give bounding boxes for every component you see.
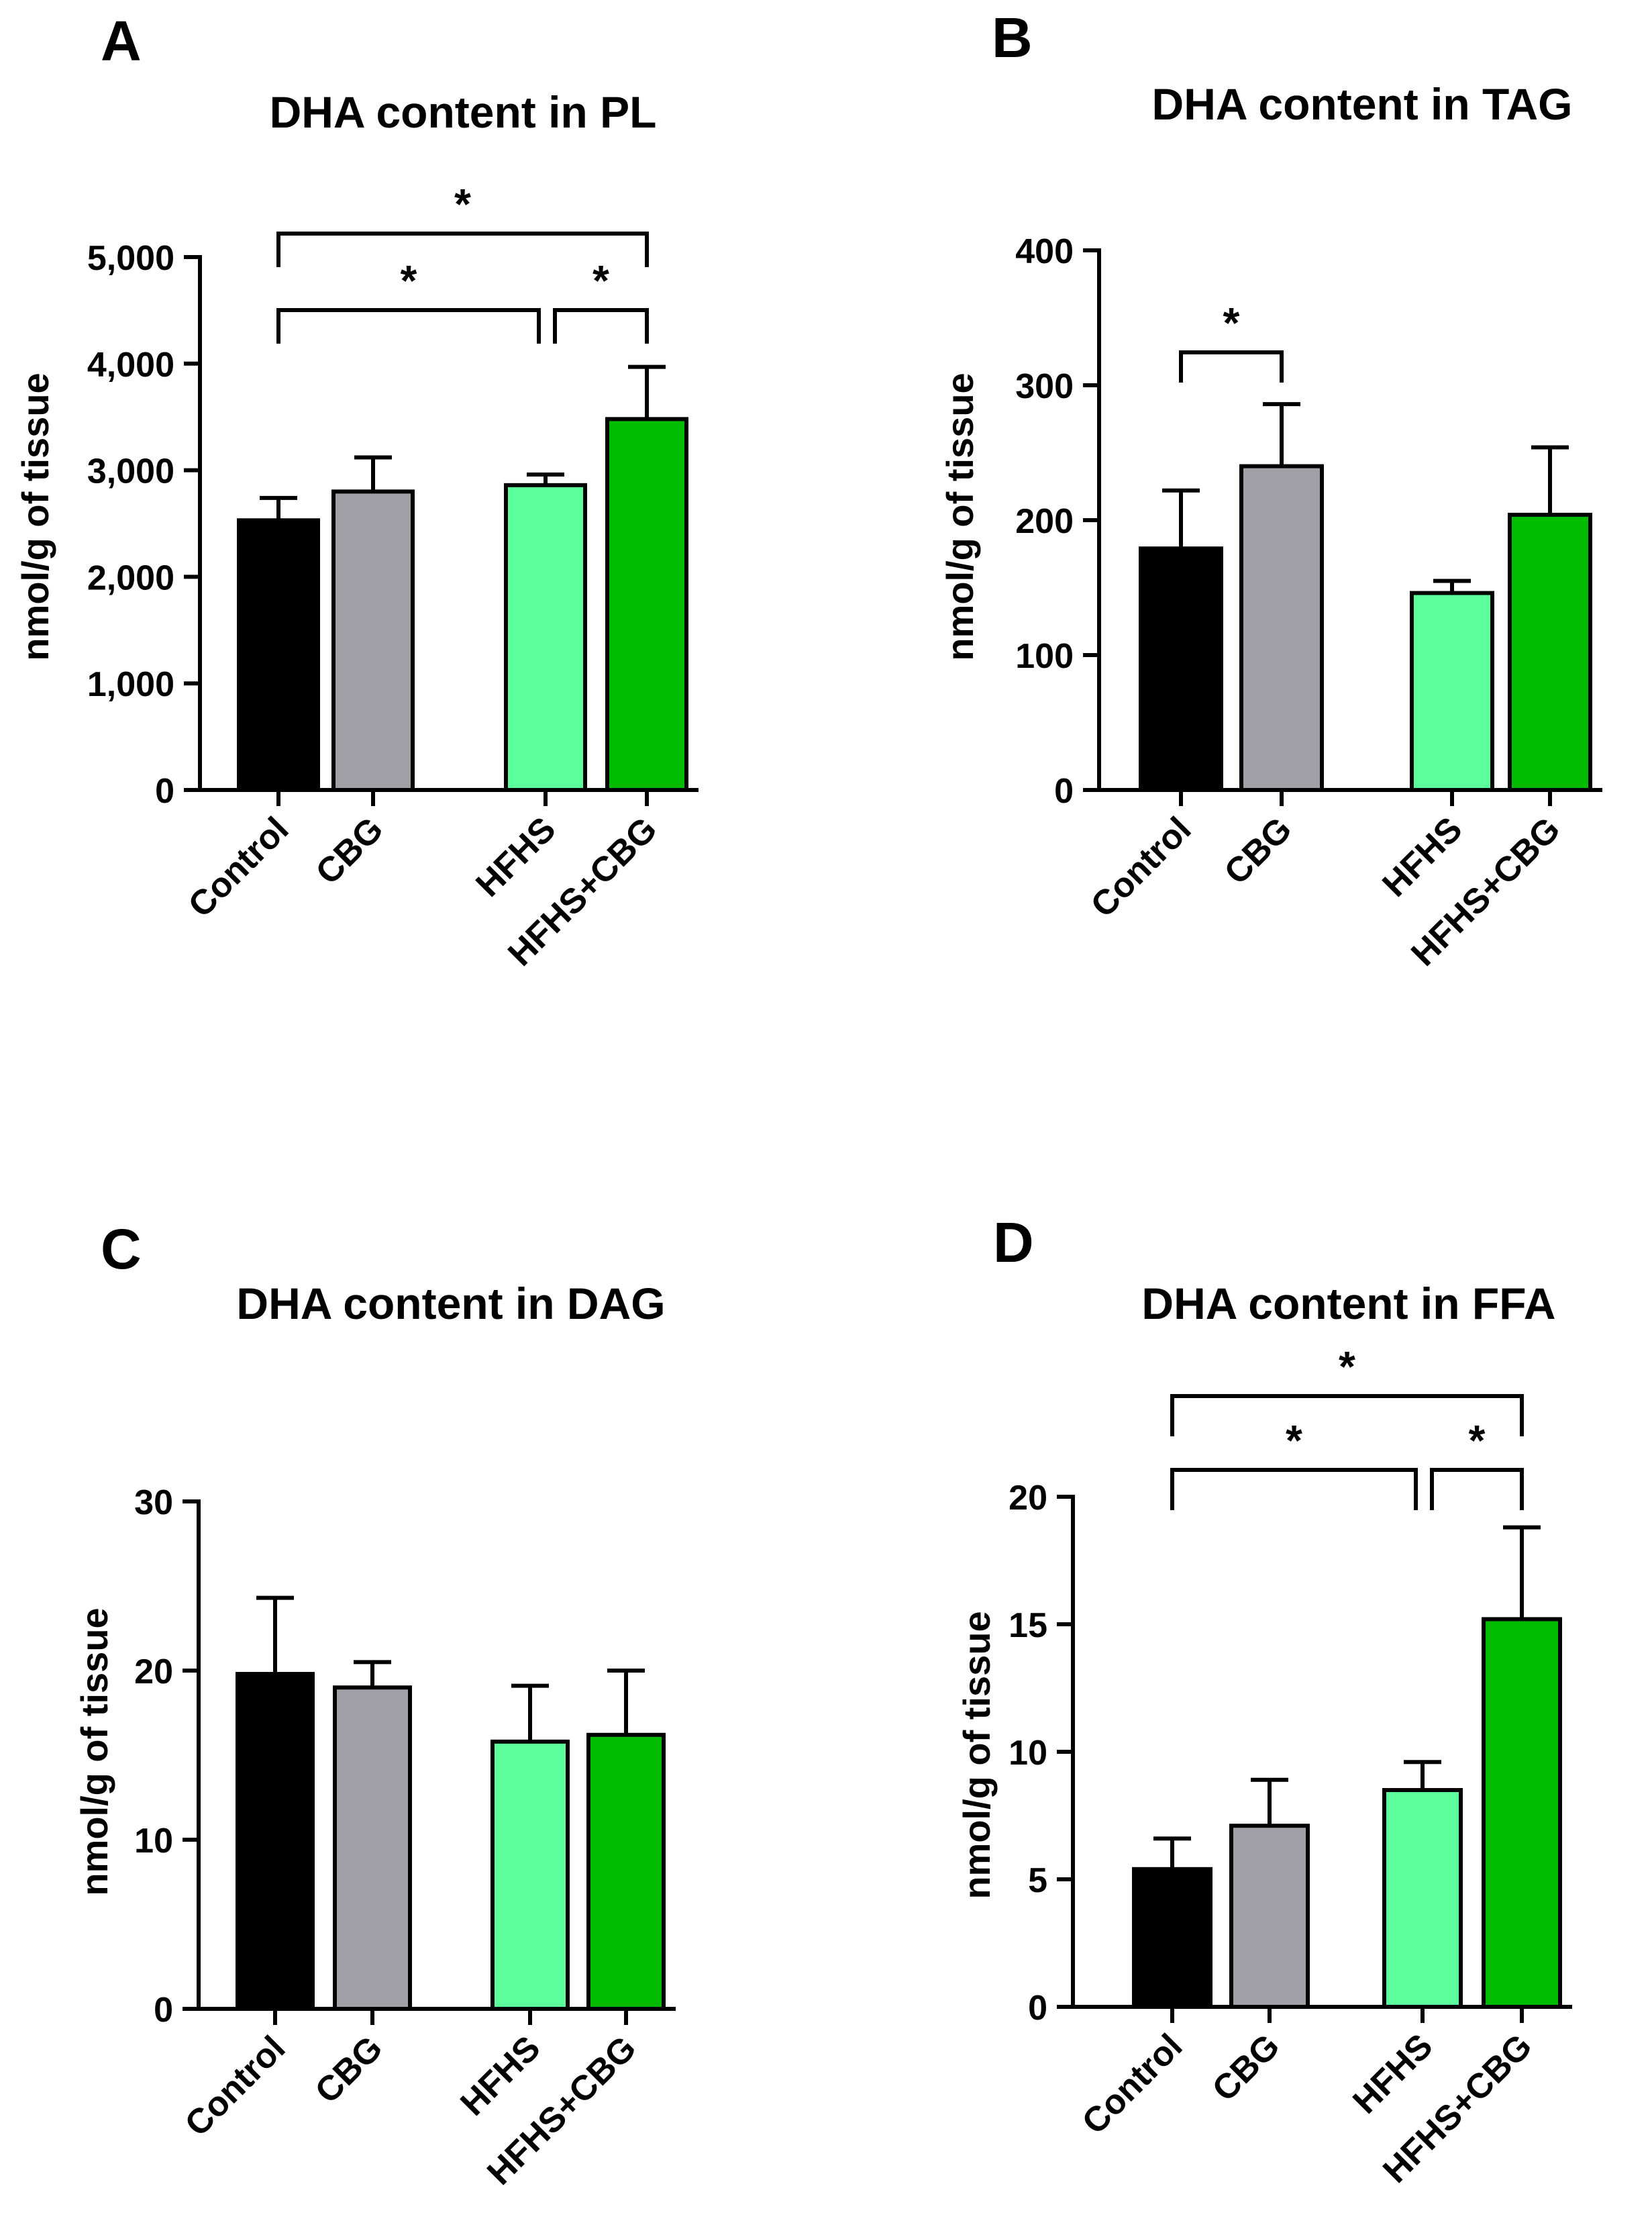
x-tick-label-d-3: HFHS — [1345, 2026, 1440, 2121]
bar-a-3 — [504, 483, 587, 792]
chart-title-d: DHA content in FFA — [1141, 1279, 1555, 1328]
y-tick-label-d-4: 20 — [1009, 1479, 1047, 1518]
y-tick-label-c-3: 30 — [134, 1483, 173, 1522]
y-tick-label-a-4: 4,000 — [87, 346, 174, 385]
y-tick-label-b-4: 400 — [1015, 232, 1074, 271]
y-tick-label-a-1: 1,000 — [87, 665, 174, 704]
y-axis-label-c: nmol/g of tissue — [73, 1607, 115, 1895]
y-tick-label-d-0: 0 — [1028, 1989, 1047, 2028]
x-tick-label-d-2: CBG — [1205, 2026, 1288, 2109]
bar-d-1 — [1132, 1867, 1212, 2010]
bar-d-3 — [1382, 1788, 1463, 2009]
x-tick-label-d-1: Control — [1075, 2026, 1190, 2142]
bar-b-2 — [1239, 464, 1324, 792]
significance-star-b-1: * — [1223, 299, 1240, 347]
bar-d-4 — [1482, 1617, 1562, 2009]
plot-area-a: 0 1,000 2,000 3,000 4,000 5,000 Control CBG HFHS… — [87, 180, 699, 974]
significance-bracket-a-2 — [553, 308, 649, 344]
y-axis-label-b: nmol/g of tissue — [939, 373, 981, 660]
significance-bracket-b-1 — [1179, 350, 1284, 383]
y-axis-label-a: nmol/g of tissue — [14, 373, 56, 660]
panel-c: C DHA content in DAG nmol/g of tissue 0 1… — [73, 1218, 676, 2193]
panel-letter-d: D — [993, 1211, 1034, 1274]
bar-c-3 — [491, 1739, 570, 2012]
panel-a: A DHA content in PL nmol/g of tissue 0 1,… — [14, 9, 699, 974]
x-tick-label-a-3: HFHS — [468, 809, 563, 904]
bar-c-2 — [333, 1685, 412, 2011]
bar-a-2 — [331, 489, 415, 792]
x-tick-label-c-3: HFHS — [453, 2028, 548, 2123]
x-tick-label-b-3: HFHS — [1375, 809, 1469, 904]
y-tick-label-d-1: 5 — [1028, 1861, 1047, 1900]
significance-bracket-a-1 — [276, 308, 541, 344]
chart-title-b: DHA content in TAG — [1152, 79, 1573, 129]
y-tick-label-d-3: 15 — [1009, 1606, 1047, 1645]
panel-d: D DHA content in FFA nmol/g of tissue 0 5… — [956, 1211, 1572, 2191]
y-tick-label-b-2: 200 — [1015, 502, 1074, 541]
bar-c-4 — [586, 1732, 666, 2011]
significance-star-a-2: * — [592, 256, 609, 305]
bar-a-4 — [605, 417, 688, 792]
y-tick-label-c-0: 0 — [154, 1991, 173, 2030]
significance-star-a-3: * — [454, 180, 471, 228]
panel-letter-c: C — [101, 1218, 142, 1281]
significance-bracket-d-3 — [1170, 1394, 1524, 1436]
chart-title-a: DHA content in PL — [270, 87, 657, 137]
y-tick-label-a-3: 3,000 — [87, 452, 174, 491]
x-tick-label-b-2: CBG — [1217, 809, 1300, 892]
significance-star-d-1: * — [1286, 1416, 1302, 1465]
y-tick-label-b-1: 100 — [1015, 637, 1074, 676]
y-tick-label-b-0: 0 — [1054, 772, 1074, 811]
x-tick-label-c-1: Control — [178, 2028, 293, 2144]
significance-star-a-1: * — [401, 256, 417, 305]
y-tick-label-c-2: 20 — [134, 1652, 173, 1691]
significance-star-d-2: * — [1469, 1416, 1486, 1465]
panel-letter-a: A — [101, 9, 142, 72]
y-tick-label-a-2: 2,000 — [87, 558, 174, 597]
bar-c-1 — [236, 1672, 315, 2012]
significance-bracket-d-2 — [1430, 1468, 1524, 1510]
x-tick-label-a-2: CBG — [309, 809, 391, 892]
bar-d-2 — [1229, 1824, 1310, 2009]
significance-star-d-3: * — [1339, 1342, 1355, 1391]
y-tick-label-b-3: 300 — [1015, 367, 1074, 406]
y-tick-label-d-2: 10 — [1009, 1734, 1047, 1773]
y-axis-label-d: nmol/g of tissue — [956, 1611, 998, 1899]
bar-a-1 — [237, 518, 320, 793]
bar-b-3 — [1410, 591, 1494, 792]
significance-bracket-d-1 — [1170, 1468, 1418, 1510]
panel-b: B DHA content in TAG nmol/g of tissue 0 1… — [939, 6, 1602, 974]
x-tick-label-a-1: Control — [181, 809, 297, 925]
panel-letter-b: B — [992, 6, 1033, 69]
bar-b-1 — [1139, 546, 1223, 793]
chart-title-c: DHA content in DAG — [236, 1279, 665, 1328]
y-tick-label-c-1: 10 — [134, 1822, 173, 1861]
bar-b-4 — [1508, 512, 1592, 793]
x-tick-label-b-1: Control — [1084, 809, 1199, 925]
y-tick-label-a-0: 0 — [155, 772, 174, 811]
x-tick-label-c-2: CBG — [308, 2028, 391, 2111]
significance-bracket-a-3 — [276, 232, 649, 267]
y-tick-label-a-5: 5,000 — [87, 239, 174, 278]
